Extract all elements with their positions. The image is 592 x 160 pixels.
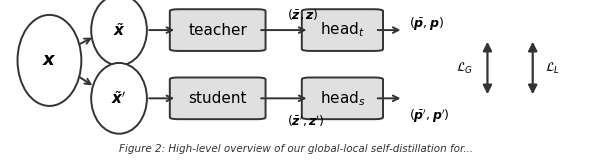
Text: student: student xyxy=(188,91,247,106)
FancyBboxPatch shape xyxy=(302,9,383,51)
Text: $(\bar{\boldsymbol{z}}, \boldsymbol{z})$: $(\bar{\boldsymbol{z}}, \boldsymbol{z})$ xyxy=(287,7,318,22)
Ellipse shape xyxy=(91,63,147,134)
Text: $(\bar{\boldsymbol{p}}', \boldsymbol{p}')$: $(\bar{\boldsymbol{p}}', \boldsymbol{p}'… xyxy=(409,107,450,125)
Text: $\boldsymbol{x}$: $\boldsymbol{x}$ xyxy=(42,51,57,69)
Ellipse shape xyxy=(18,15,81,106)
Ellipse shape xyxy=(91,0,147,65)
FancyBboxPatch shape xyxy=(170,77,266,119)
Text: Figure 2: High-level overview of our global-local self-distillation for...: Figure 2: High-level overview of our glo… xyxy=(119,144,473,154)
Text: $(\bar{\boldsymbol{z}}', \boldsymbol{z}')$: $(\bar{\boldsymbol{z}}', \boldsymbol{z}'… xyxy=(287,114,324,129)
Text: head$_t$: head$_t$ xyxy=(320,21,365,39)
Text: $\tilde{\boldsymbol{x}}'$: $\tilde{\boldsymbol{x}}'$ xyxy=(111,90,127,107)
Text: $(\bar{\boldsymbol{p}}, \boldsymbol{p})$: $(\bar{\boldsymbol{p}}, \boldsymbol{p})$ xyxy=(409,15,444,32)
Text: $\mathcal{L}_L$: $\mathcal{L}_L$ xyxy=(545,60,561,76)
FancyBboxPatch shape xyxy=(302,77,383,119)
Text: head$_s$: head$_s$ xyxy=(320,89,365,108)
Text: teacher: teacher xyxy=(188,23,247,38)
Text: $\mathcal{L}_G$: $\mathcal{L}_G$ xyxy=(456,60,473,76)
Text: $\tilde{\boldsymbol{x}}$: $\tilde{\boldsymbol{x}}$ xyxy=(112,22,126,39)
FancyBboxPatch shape xyxy=(170,9,266,51)
